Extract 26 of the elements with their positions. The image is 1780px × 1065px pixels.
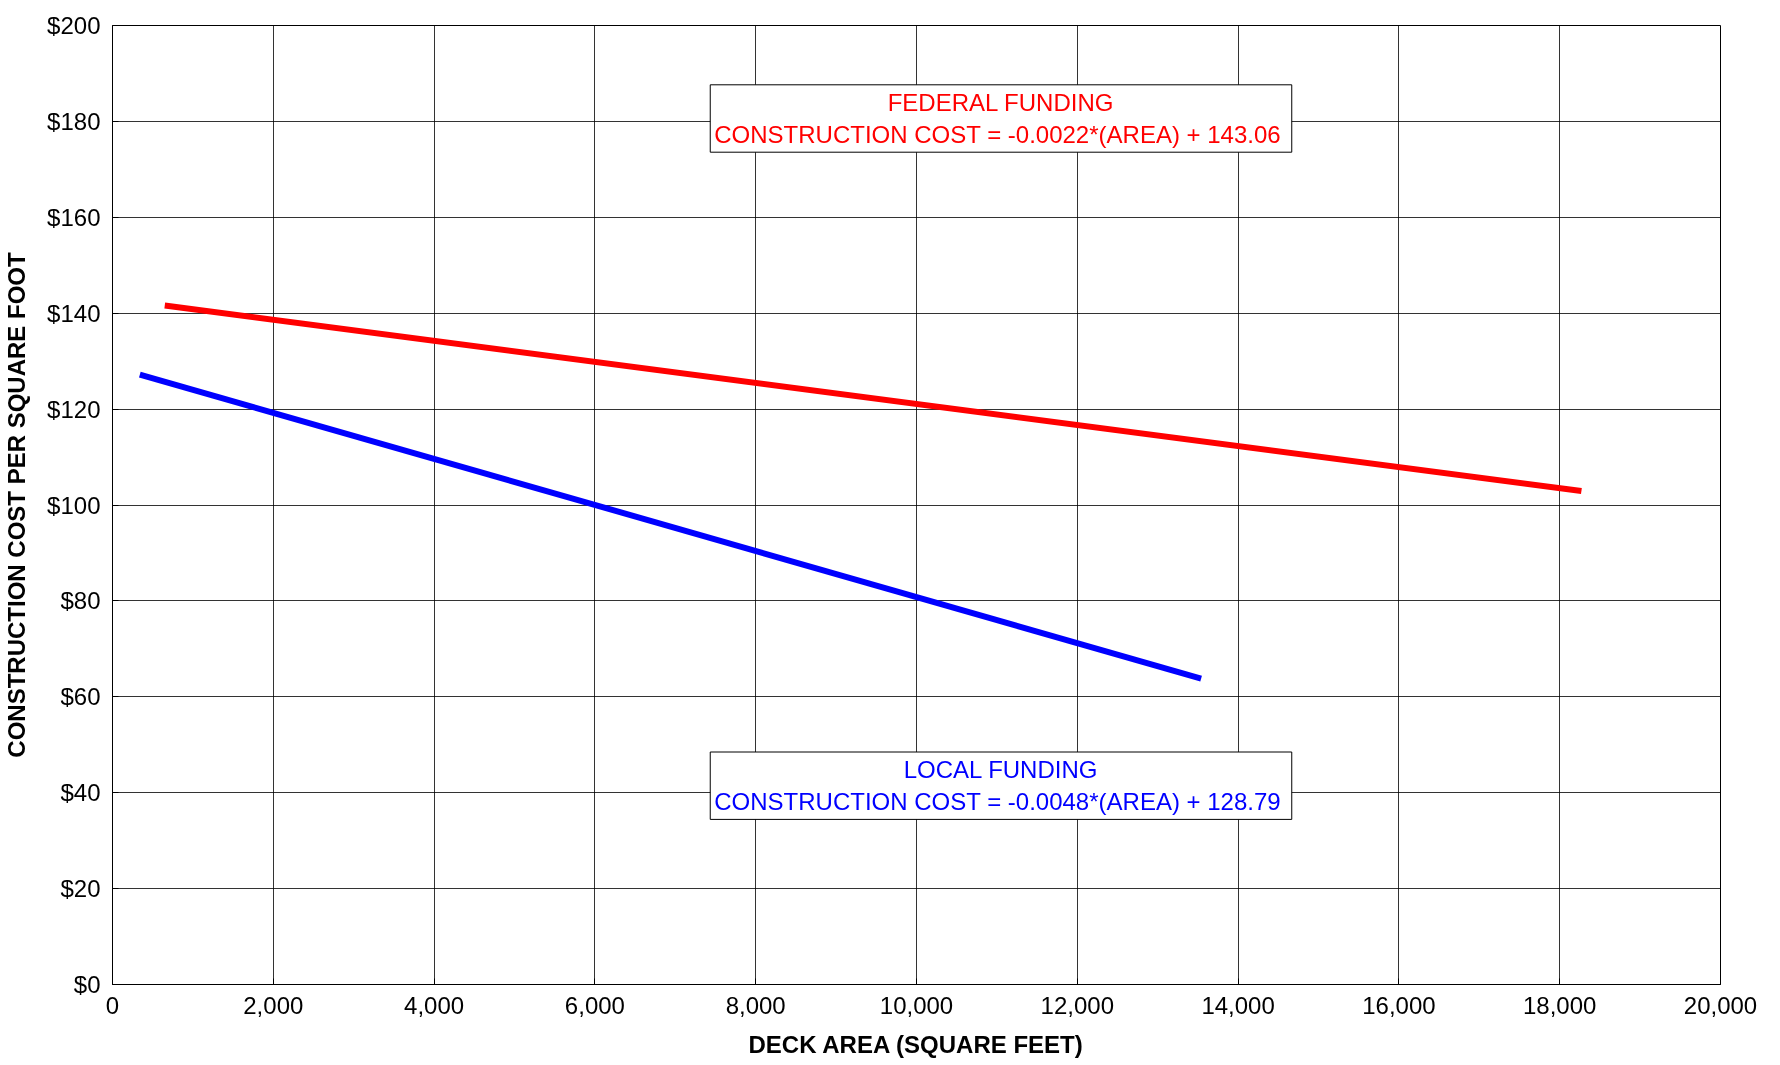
annotation: LOCAL FUNDING CONSTRUCTION COST = -0.0048*(AREA) + 128.79 bbox=[714, 756, 1281, 816]
y-tick-label: $0 bbox=[73, 971, 101, 998]
x-tick-label: 6,000 bbox=[564, 991, 625, 1019]
y-tick-label: $20 bbox=[60, 875, 101, 903]
x-axis-title: DECK AREA (SQUARE FEET) bbox=[748, 1030, 1083, 1058]
x-tick-label: 16,000 bbox=[1362, 991, 1436, 1019]
x-tick-label: 10,000 bbox=[879, 991, 954, 1019]
x-tick-label: 8,000 bbox=[725, 991, 786, 1019]
annotation: FEDERAL FUNDING CONSTRUCTION COST = -0.0022*(AREA) + 143.06 bbox=[714, 88, 1281, 149]
x-tick-label: 20,000 bbox=[1683, 991, 1758, 1019]
x-tick-label: 0 bbox=[105, 991, 120, 1019]
y-axis-title: CONSTRUCTION COST PER SQUARE FOOT bbox=[3, 251, 31, 758]
y-tick-label: $160 bbox=[47, 203, 101, 231]
x-tick-label: 2,000 bbox=[243, 991, 304, 1019]
x-tick-label: 4,000 bbox=[404, 991, 465, 1019]
y-tick-label: $60 bbox=[60, 683, 101, 711]
y-tick-label: $80 bbox=[60, 587, 101, 615]
y-tick-label: $40 bbox=[60, 779, 101, 807]
y-tick-label: $140 bbox=[47, 299, 101, 327]
x-tick-label: 14,000 bbox=[1201, 991, 1275, 1019]
y-tick-label: $120 bbox=[47, 395, 101, 423]
y-tick-label: $200 bbox=[47, 12, 101, 39]
x-tick-label: 18,000 bbox=[1523, 991, 1597, 1019]
y-tick-label: $100 bbox=[47, 491, 101, 519]
x-tick-label: 12,000 bbox=[1040, 991, 1114, 1019]
y-tick-label: $180 bbox=[47, 107, 101, 135]
